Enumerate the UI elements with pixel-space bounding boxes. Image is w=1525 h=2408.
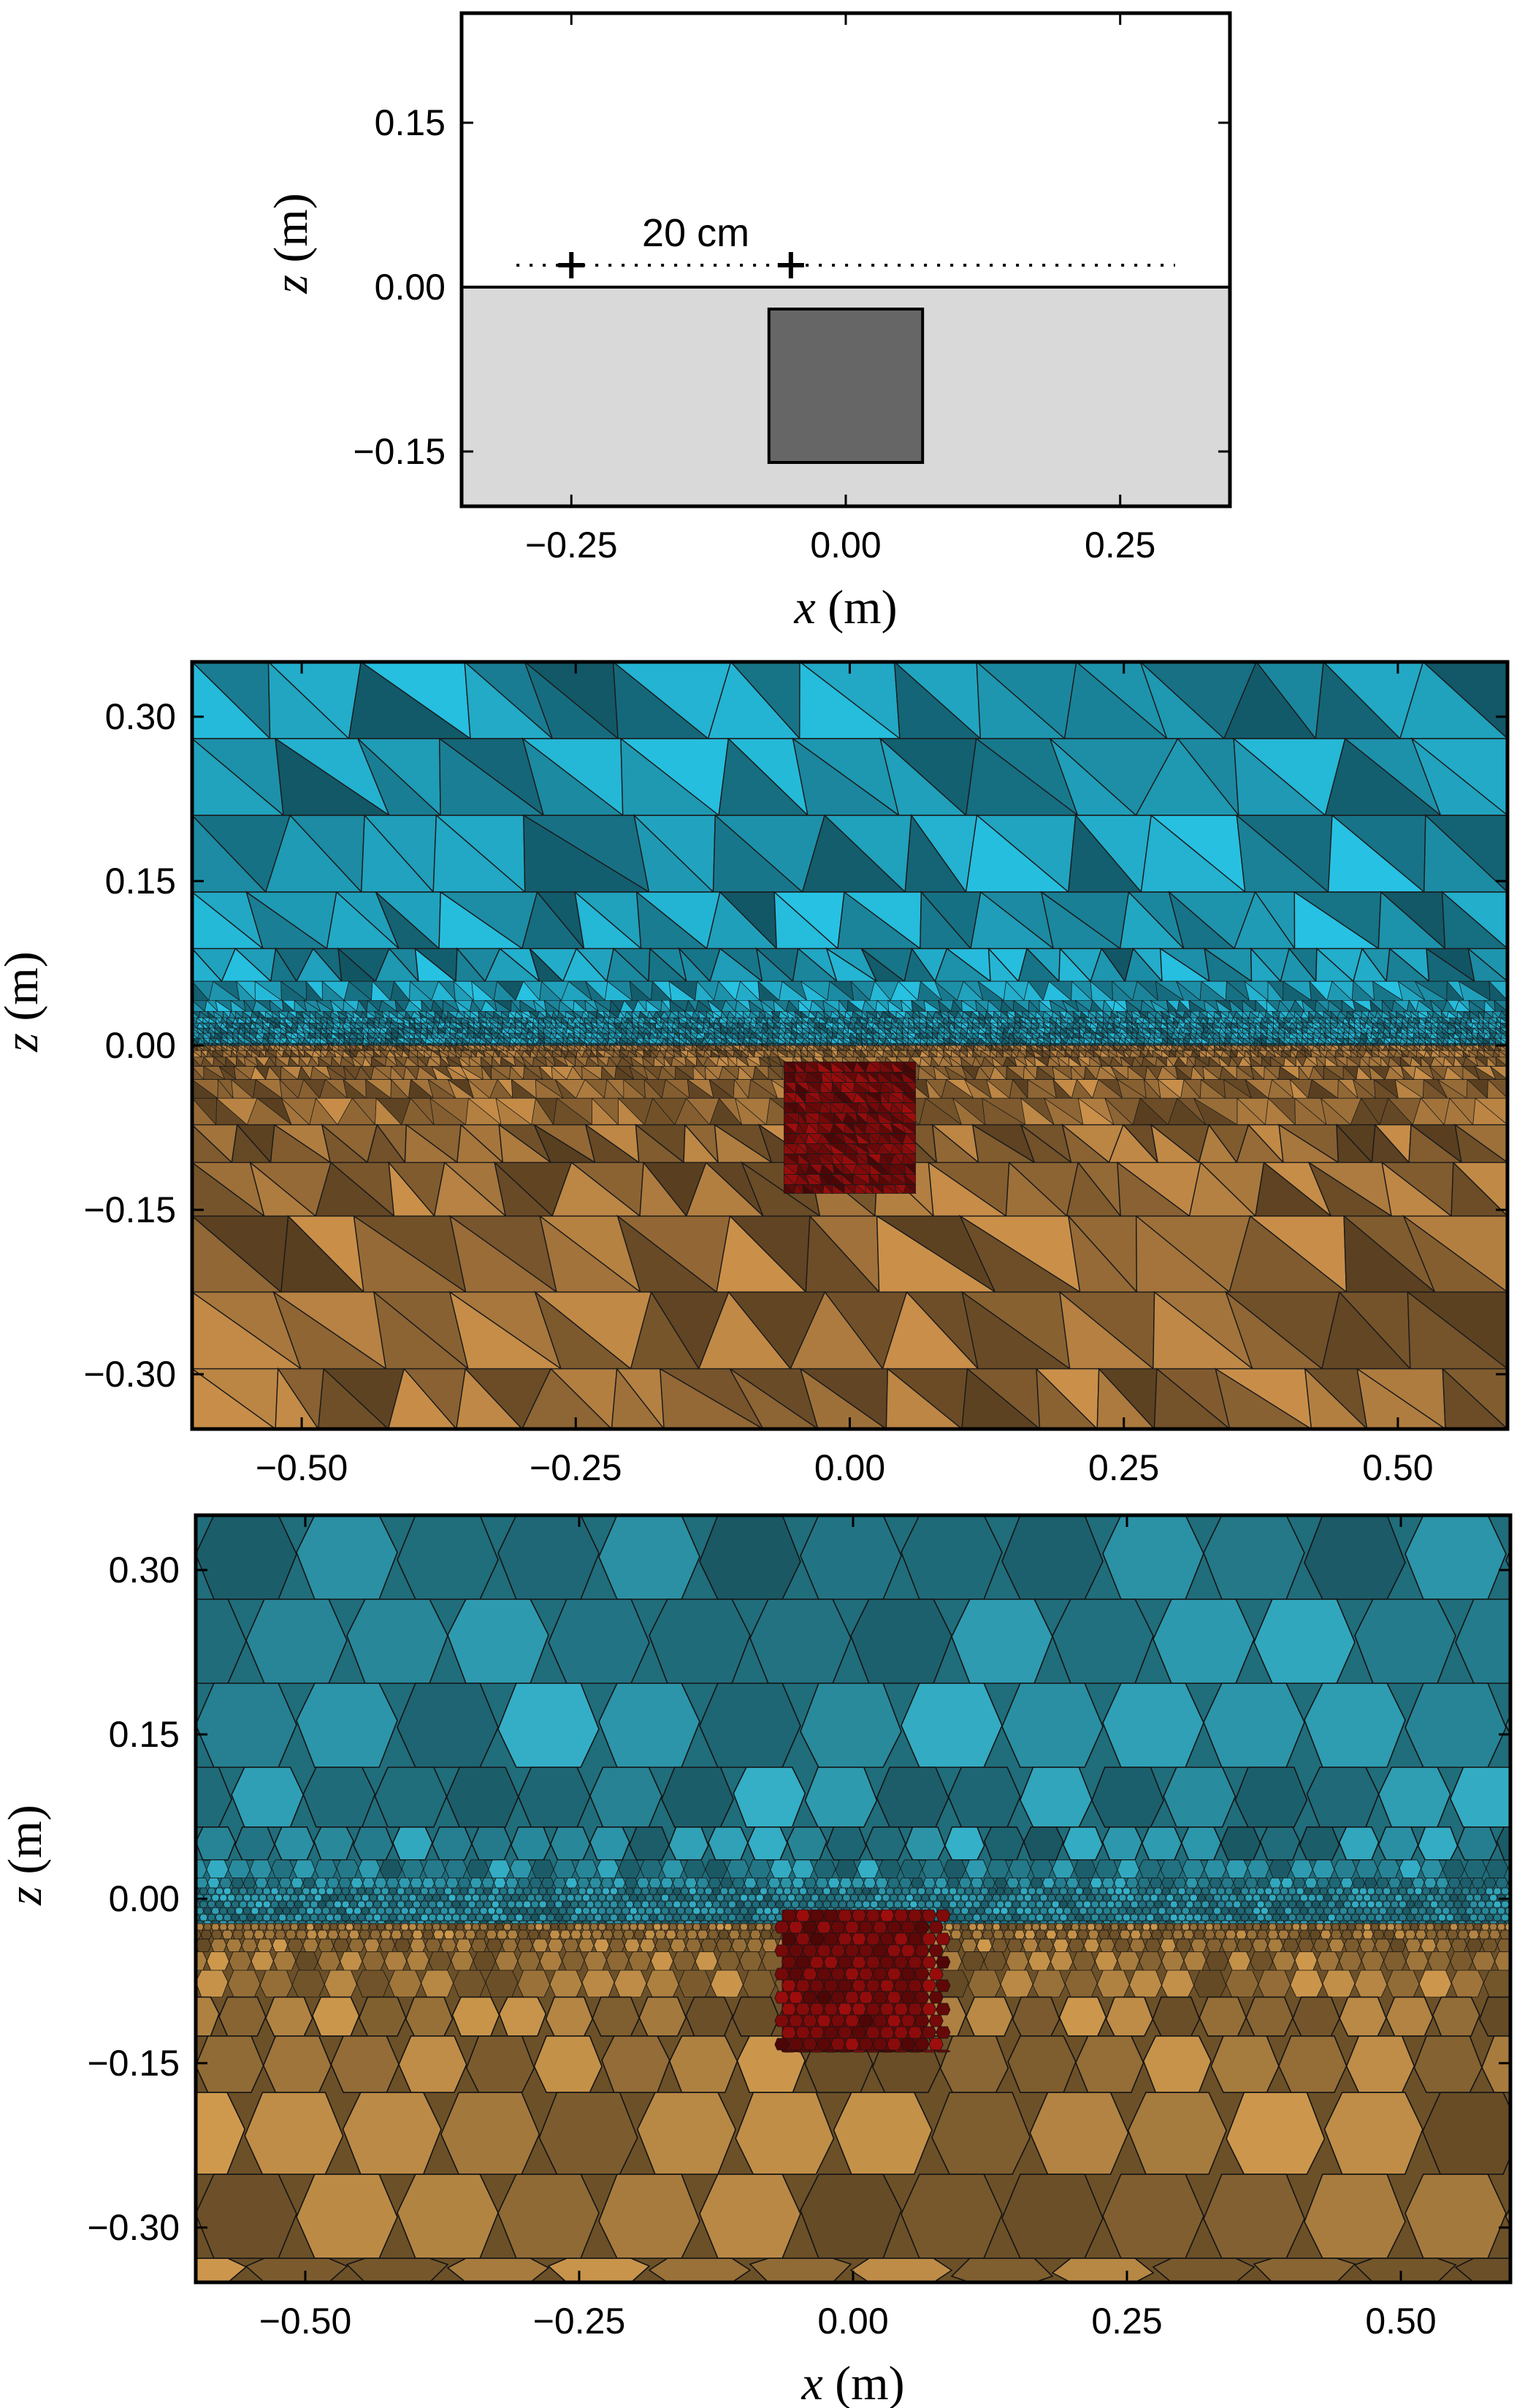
receiver-markers [558, 252, 804, 278]
x-tick-labels: −0.25 0.00 0.25 [525, 525, 1155, 565]
x-axis-var: x [793, 581, 815, 634]
x-axis-label: x (m) [793, 581, 897, 634]
z-axis-var: z [264, 275, 318, 294]
z-axis-label: z (m) [264, 193, 318, 294]
z-tick-labels: 0.15 0.00 −0.15 [353, 102, 446, 472]
x-tick-label: 0.00 [810, 525, 881, 565]
x-tick-label: −0.25 [525, 525, 618, 565]
z-tick-label: −0.15 [353, 431, 446, 472]
receiver-marker [558, 252, 585, 278]
axis-ticks [462, 13, 1230, 506]
tetrahedral-mesh-panel: −0.50 −0.25 0.00 0.25 0.50 0.300.150.00−0.15… [0, 660, 1510, 1488]
buried-object [767, 308, 925, 464]
x-axis-unit: (m) [816, 581, 898, 634]
z-tick-label: 0.15 [375, 102, 446, 143]
z-axis-unit: (m) [264, 193, 318, 275]
z-tick-label: 0.00 [375, 267, 446, 308]
x-tick-label: 0.25 [1085, 525, 1155, 565]
spacing-annotation: 20 cm [642, 211, 749, 255]
air-mesh [192, 662, 1507, 1047]
receiver-marker [777, 252, 804, 278]
geometry-panel: 20 cm −0.25 0.00 0.25 0.150.00−0.15 x (m) … [264, 11, 1232, 634]
